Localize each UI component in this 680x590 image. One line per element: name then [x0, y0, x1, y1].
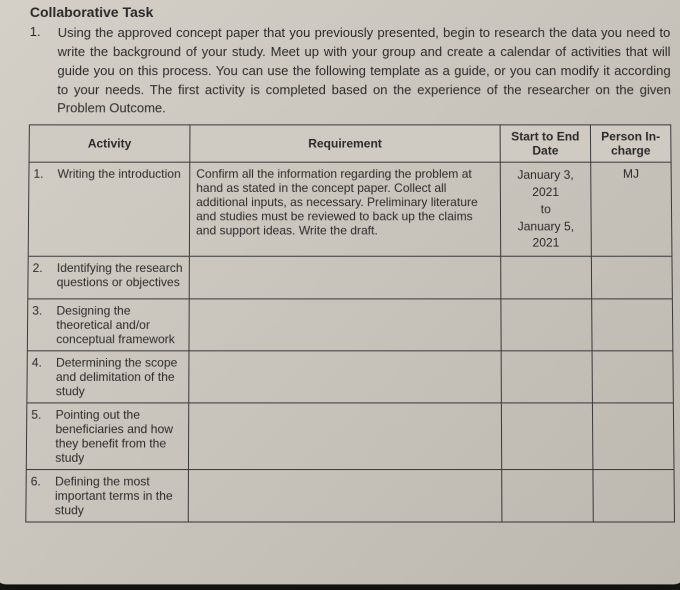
cell-activity: 4. Determining the scope and delimitatio…	[27, 351, 189, 403]
cell-requirement	[189, 299, 501, 351]
table-row: 6. Defining the most important terms in …	[26, 470, 675, 522]
activity-text: Defining the most important terms in the…	[55, 474, 182, 517]
activity-text: Designing the theoretical and/or concept…	[56, 304, 182, 347]
instruction-row: 1. Using the approved concept paper that…	[29, 24, 671, 119]
row-number: 6.	[30, 474, 45, 517]
instruction-text: Using the approved concept paper that yo…	[57, 24, 671, 119]
row-number: 2.	[32, 261, 46, 289]
cell-date: January 3, 2021 to January 5, 2021	[500, 162, 591, 256]
table-header-row: Activity Requirement Start to End Date P…	[29, 125, 671, 162]
cell-date	[501, 299, 592, 351]
date-end: January 5, 2021	[507, 218, 585, 252]
cell-requirement	[188, 403, 501, 470]
table-row: 2. Identifying the research questions or…	[28, 256, 673, 299]
activity-text: Identifying the research questions or ob…	[57, 261, 183, 289]
instruction-number: 1.	[29, 24, 44, 119]
header-activity: Activity	[29, 125, 190, 162]
date-start: January 3, 2021	[507, 167, 585, 201]
document-page: Collaborative Task 1. Using the approved…	[0, 0, 680, 584]
header-requirement: Requirement	[190, 125, 500, 162]
cell-person	[591, 256, 672, 299]
cell-activity: 6. Defining the most important terms in …	[26, 470, 189, 522]
cell-requirement	[188, 470, 502, 522]
activity-text: Writing the introduction	[58, 167, 184, 181]
row-number: 3.	[32, 304, 47, 347]
cell-person	[592, 403, 674, 470]
cell-person	[593, 470, 675, 522]
activity-text: Determining the scope and delimitation o…	[56, 356, 183, 399]
table-body: 1. Writing the introduction Confirm all …	[26, 162, 675, 522]
date-to: to	[507, 201, 585, 218]
table-row: 4. Determining the scope and delimitatio…	[27, 351, 673, 403]
section-heading: Collaborative Task	[30, 4, 670, 20]
header-date: Start to End Date	[500, 125, 591, 162]
cell-date	[501, 256, 592, 299]
cell-activity: 1. Writing the introduction	[28, 162, 190, 256]
cell-date	[502, 470, 594, 522]
header-person: Person In-charge	[590, 125, 671, 162]
cell-activity: 2. Identifying the research questions or…	[28, 256, 190, 299]
row-number: 4.	[31, 356, 46, 399]
table-row: 3. Designing the theoretical and/or conc…	[27, 299, 673, 351]
cell-requirement	[189, 351, 502, 403]
row-number: 1.	[33, 167, 47, 181]
cell-activity: 3. Designing the theoretical and/or conc…	[27, 299, 189, 351]
cell-date	[501, 403, 593, 470]
cell-requirement	[189, 256, 501, 299]
activity-table: Activity Requirement Start to End Date P…	[25, 125, 675, 523]
cell-person	[592, 299, 673, 351]
table-row: 5. Pointing out the beneficiaries and ho…	[26, 403, 674, 470]
cell-person	[592, 351, 673, 403]
cell-activity: 5. Pointing out the beneficiaries and ho…	[26, 403, 188, 470]
table-row: 1. Writing the introduction Confirm all …	[28, 162, 672, 256]
row-number: 5.	[31, 408, 46, 465]
cell-requirement: Confirm all the information regarding th…	[189, 162, 500, 256]
cell-date	[501, 351, 592, 403]
cell-person: MJ	[591, 162, 672, 256]
activity-text: Pointing out the beneficiaries and how t…	[55, 408, 182, 465]
